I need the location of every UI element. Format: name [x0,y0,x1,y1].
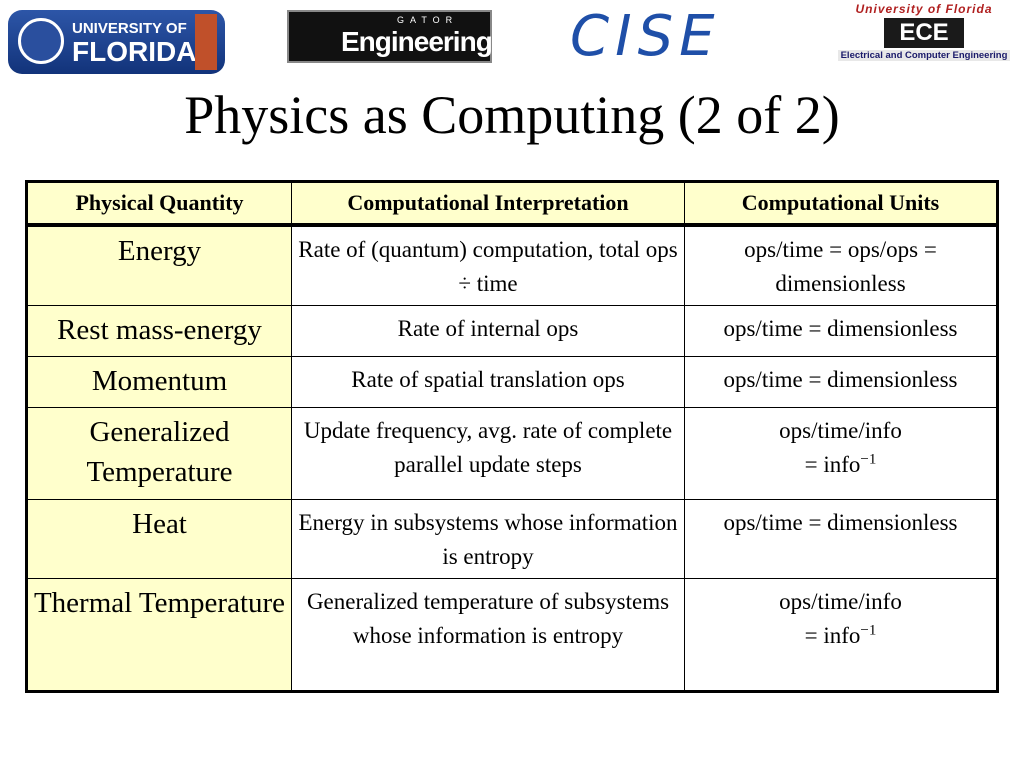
cell-line: = info [804,623,861,648]
column-header: Physical Quantity [26,181,292,227]
table-cell: ops/time/info = info−1 [684,407,998,500]
gator-logo: GATOR Engineering [287,10,493,63]
table-row: Energy Rate of (quantum) computation, tot… [26,224,998,306]
table-row: Thermal Temperature Generalized temperatu… [26,578,998,692]
quantity-cell: Energy [26,224,292,306]
slide-title: Physics as Computing (2 of 2) [184,85,840,145]
table-row: Momentum Rate of spatial translation ops o… [26,356,998,408]
table-cell: ops/time = dimensionless [684,305,998,357]
table: Physical Quantity Computational Interpret… [25,180,999,693]
uf-logo: UNIVERSITY OF FLORIDA [8,10,225,74]
logo-text: Electrical and Computer Engineering [838,50,1010,61]
table-cell: Generalized temperature of subsystems wh… [291,578,685,692]
column-header: Computational Units [684,181,998,227]
table-cell: ops/time/info = info−1 [684,578,998,692]
logo-text: University of Florida [855,2,993,16]
quantity-cell: Rest mass-energy [26,305,292,357]
logo-text: ECE [884,18,964,48]
tower [195,14,217,70]
header-row: Physical Quantity Computational Interpret… [26,181,998,227]
cise-logo: CISE [570,4,721,69]
table-cell: Energy in subsystems whose information i… [291,499,685,579]
quantity-cell: Heat [26,499,292,579]
logo-text: GATOR [397,15,459,25]
superscript: −1 [860,451,877,468]
quantity-cell: Momentum [26,356,292,408]
cell-line: = info [804,452,861,477]
table-cell: Rate of (quantum) computation, total ops… [291,224,685,306]
ece-logo: University of Florida ECE Electrical and… [838,2,1010,72]
logo-text: FLORIDA [72,36,197,67]
table-row: Rest mass-energy Rate of internal ops ops/… [26,305,998,357]
superscript: −1 [860,622,877,639]
table-cell: Rate of spatial translation ops [291,356,685,408]
table-row: Generalized Temperature Update frequency,… [26,407,998,500]
table-cell: ops/time = ops/ops = dimensionless [684,224,998,306]
quantity-cell: Generalized Temperature [26,407,292,500]
table-cell: Update frequency, avg. rate of complete … [291,407,685,500]
column-header: Computational Interpretation [291,181,685,227]
seal [18,18,64,64]
logo-text: Engineering [341,26,493,57]
table-cell: Rate of internal ops [291,305,685,357]
table-cell: ops/time = dimensionless [684,499,998,579]
logo-text: UNIVERSITY OF [72,20,187,37]
quantity-cell: Thermal Temperature [26,578,292,692]
table-row: Heat Energy in subsystems whose informati… [26,499,998,579]
cell-line: ops/time/info [779,589,902,614]
cell-line: ops/time/info [779,418,902,443]
table-cell: ops/time = dimensionless [684,356,998,408]
